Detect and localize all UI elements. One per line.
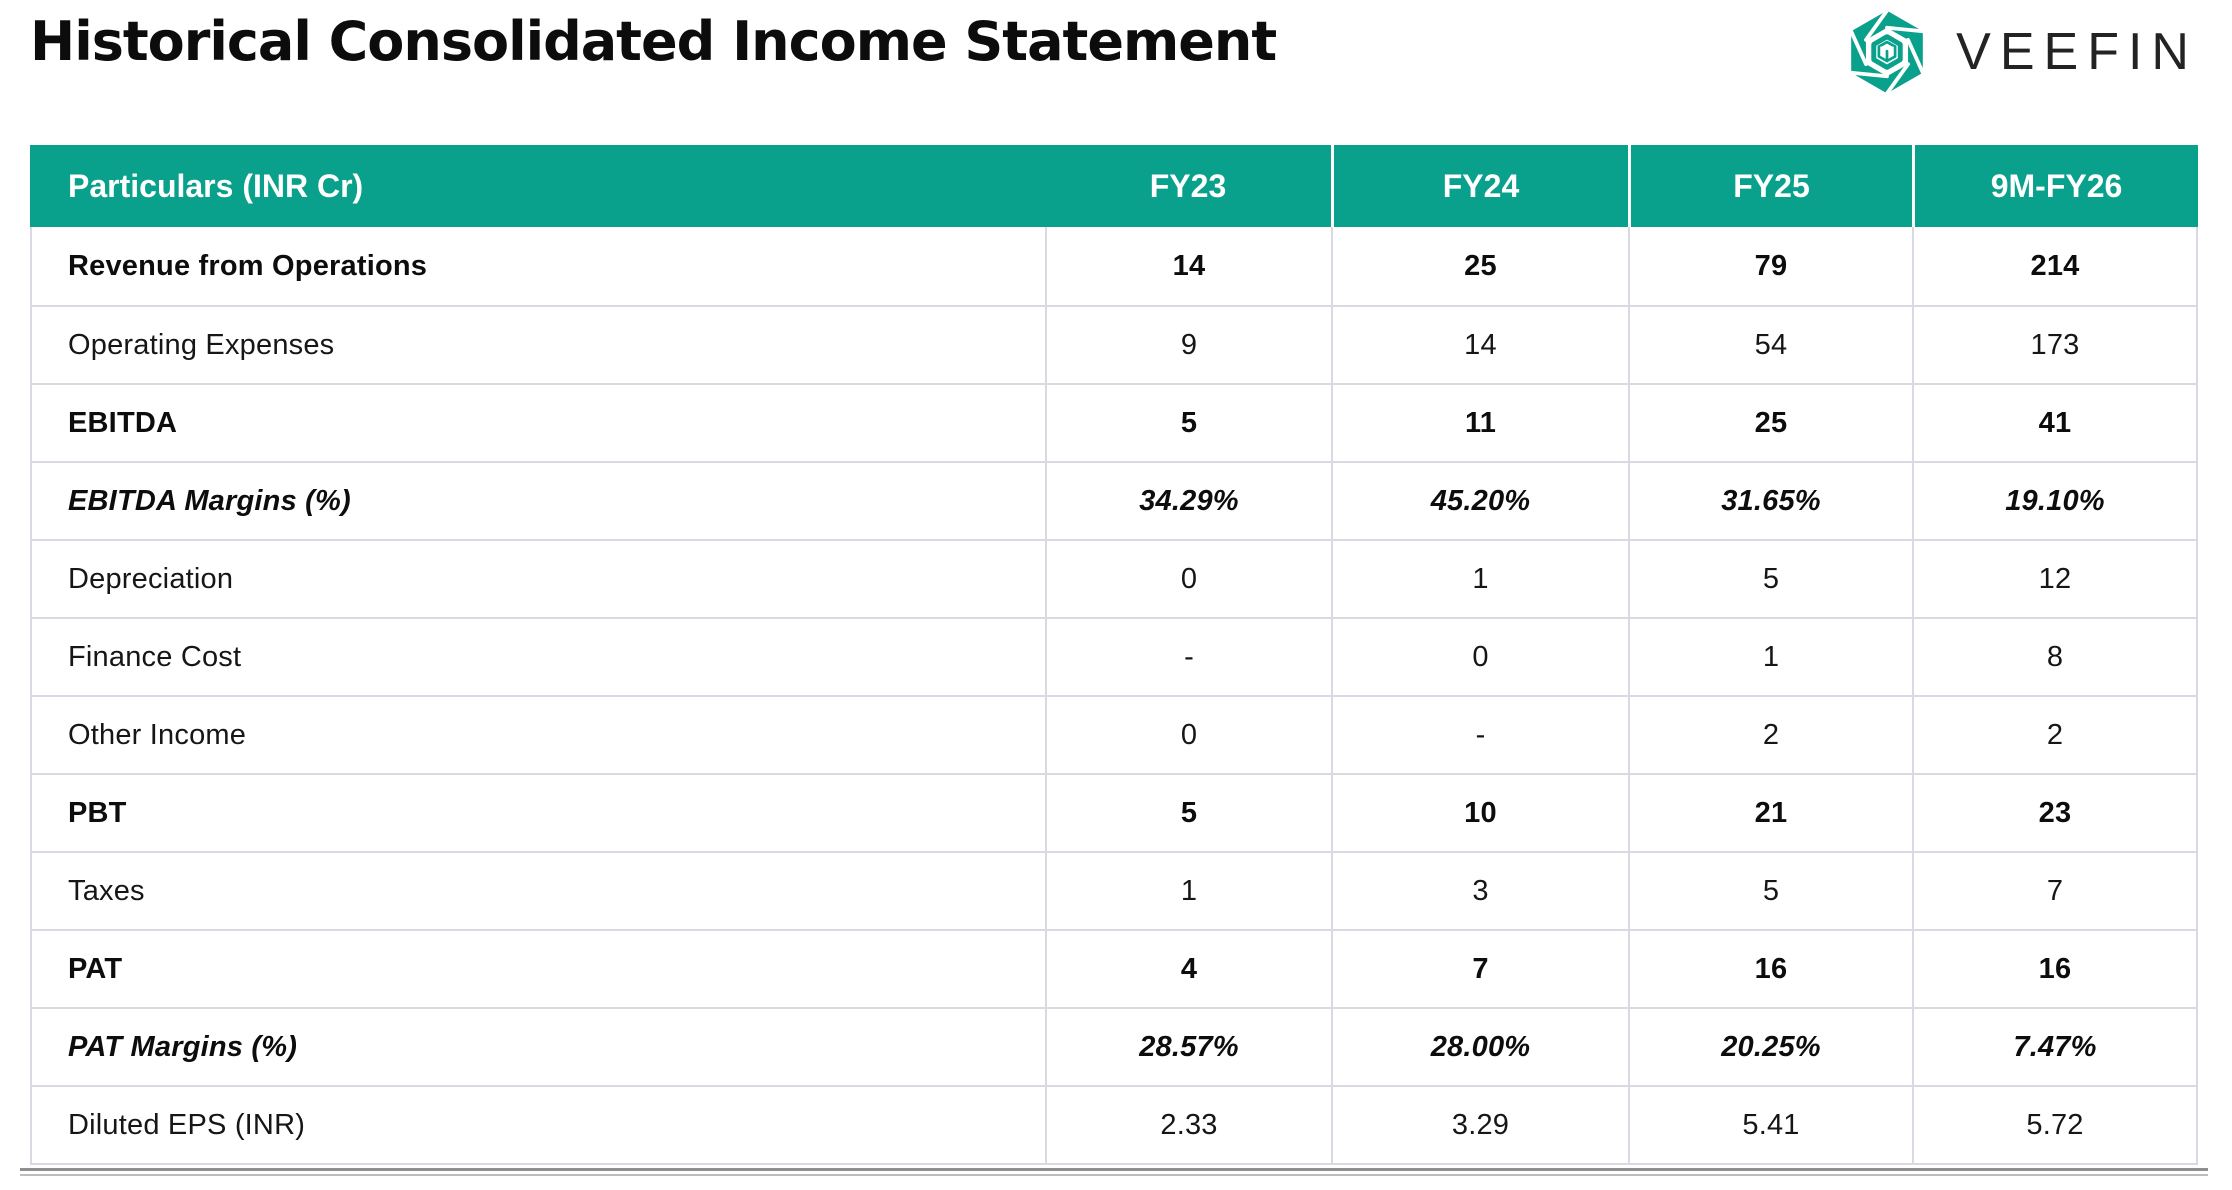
table-row: Operating Expenses 9 14 54 173 <box>32 305 2196 383</box>
row-label: Depreciation <box>68 562 234 595</box>
row-value-fy25: 5.41 <box>1628 1087 1912 1163</box>
row-value-fy25: 5 <box>1628 853 1912 929</box>
bottom-double-rule <box>20 1168 2208 1176</box>
row-value-fy23: 1 <box>1045 853 1331 929</box>
row-value-9mfy26: 19.10% <box>1912 463 2196 539</box>
row-value-fy23: 9 <box>1045 307 1331 383</box>
row-value-9mfy26: 7.47% <box>1912 1009 2196 1085</box>
veefin-hexagon-cube-icon <box>1849 8 1925 96</box>
row-label: Operating Expenses <box>68 328 335 361</box>
row-value-fy25: 25 <box>1628 385 1912 461</box>
table-row: Depreciation 0 1 5 12 <box>32 539 2196 617</box>
row-value-fy23: 5 <box>1045 385 1331 461</box>
row-value-fy25: 79 <box>1628 227 1912 305</box>
table-header-row: Particulars (INR Cr) FY23 FY24 FY25 9M-F… <box>30 145 2198 227</box>
row-value-9mfy26: 16 <box>1912 931 2196 1007</box>
header-fy23: FY23 <box>1149 167 1227 204</box>
header-fy25: FY25 <box>1628 145 1912 227</box>
table-row: Other Income 0 - 2 2 <box>32 695 2196 773</box>
row-label: PAT <box>68 952 123 985</box>
row-label: Other Income <box>68 718 247 751</box>
row-value-fy24: 14 <box>1331 307 1628 383</box>
row-value-fy24: 11 <box>1331 385 1628 461</box>
row-label: PBT <box>68 796 127 829</box>
table-row: Revenue from Operations 14 25 79 214 <box>32 227 2196 305</box>
row-value-fy23: 34.29% <box>1045 463 1331 539</box>
table-row: PAT Margins (%) 28.57% 28.00% 20.25% 7.4… <box>32 1007 2196 1085</box>
table-row: EBITDA 5 11 25 41 <box>32 383 2196 461</box>
row-value-9mfy26: 2 <box>1912 697 2196 773</box>
row-value-fy25: 5 <box>1628 541 1912 617</box>
table-row: EBITDA Margins (%) 34.29% 45.20% 31.65% … <box>32 461 2196 539</box>
page-title: Historical Consolidated Income Statement <box>30 10 1277 73</box>
row-label: EBITDA Margins (%) <box>68 484 351 517</box>
veefin-logo-text: VEEFIN <box>1956 23 2198 81</box>
row-value-9mfy26: 8 <box>1912 619 2196 695</box>
row-value-fy25: 54 <box>1628 307 1912 383</box>
row-value-fy24: 10 <box>1331 775 1628 851</box>
table-row: PAT 4 7 16 16 <box>32 929 2196 1007</box>
row-label: EBITDA <box>68 406 178 439</box>
table-row: PBT 5 10 21 23 <box>32 773 2196 851</box>
row-value-9mfy26: 214 <box>1912 227 2196 305</box>
table-row: Taxes 1 3 5 7 <box>32 851 2196 929</box>
row-value-fy24: 7 <box>1331 931 1628 1007</box>
row-value-fy25: 16 <box>1628 931 1912 1007</box>
header-fy24: FY24 <box>1331 145 1628 227</box>
row-label: PAT Margins (%) <box>68 1030 298 1063</box>
row-value-fy25: 20.25% <box>1628 1009 1912 1085</box>
table-body: Revenue from Operations 14 25 79 214 Ope… <box>30 227 2198 1165</box>
table-row: Diluted EPS (INR) 2.33 3.29 5.41 5.72 <box>32 1085 2196 1163</box>
row-value-9mfy26: 12 <box>1912 541 2196 617</box>
row-value-fy24: 45.20% <box>1331 463 1628 539</box>
row-value-fy25: 31.65% <box>1628 463 1912 539</box>
row-label: Finance Cost <box>68 640 242 673</box>
header-particulars: Particulars (INR Cr) <box>68 167 364 204</box>
row-value-fy23: 14 <box>1045 227 1331 305</box>
row-value-fy23: 0 <box>1045 697 1331 773</box>
row-value-9mfy26: 173 <box>1912 307 2196 383</box>
row-label: Revenue from Operations <box>68 249 428 282</box>
row-value-fy24: 3 <box>1331 853 1628 929</box>
row-value-fy23: 5 <box>1045 775 1331 851</box>
row-label: Diluted EPS (INR) <box>68 1108 306 1141</box>
row-value-fy24: 1 <box>1331 541 1628 617</box>
row-value-9mfy26: 41 <box>1912 385 2196 461</box>
veefin-logo: VEEFIN <box>1842 6 2198 98</box>
row-label: Taxes <box>68 874 145 907</box>
row-value-fy23: 0 <box>1045 541 1331 617</box>
row-value-fy25: 21 <box>1628 775 1912 851</box>
row-value-fy24: - <box>1331 697 1628 773</box>
row-value-9mfy26: 7 <box>1912 853 2196 929</box>
row-value-fy24: 0 <box>1331 619 1628 695</box>
row-value-fy25: 1 <box>1628 619 1912 695</box>
table-row: Finance Cost - 0 1 8 <box>32 617 2196 695</box>
row-value-fy24: 3.29 <box>1331 1087 1628 1163</box>
header-9m-fy26: 9M-FY26 <box>1912 145 2198 227</box>
row-value-fy23: 4 <box>1045 931 1331 1007</box>
row-value-9mfy26: 5.72 <box>1912 1087 2196 1163</box>
row-value-fy23: - <box>1045 619 1331 695</box>
income-statement-table: Particulars (INR Cr) FY23 FY24 FY25 9M-F… <box>30 145 2198 1165</box>
row-value-fy23: 2.33 <box>1045 1087 1331 1163</box>
row-value-fy24: 28.00% <box>1331 1009 1628 1085</box>
row-value-fy24: 25 <box>1331 227 1628 305</box>
row-value-9mfy26: 23 <box>1912 775 2196 851</box>
row-value-fy23: 28.57% <box>1045 1009 1331 1085</box>
row-value-fy25: 2 <box>1628 697 1912 773</box>
